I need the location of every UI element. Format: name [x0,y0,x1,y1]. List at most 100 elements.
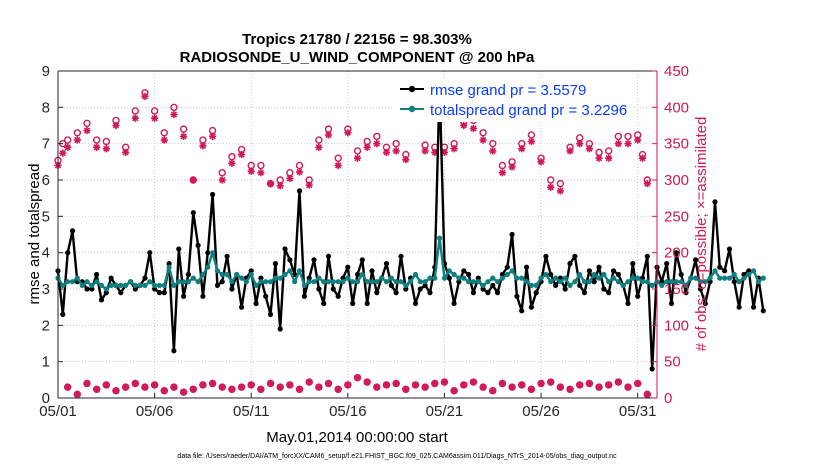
totalspread-point [210,250,216,256]
obs-star-stroke [431,380,438,387]
obs-star-stroke [74,391,81,398]
obs-assimilated-point [315,383,323,391]
obs-star-stroke [257,169,265,176]
totalspread-point [383,279,390,285]
obs-star-stroke [209,133,216,140]
totalspread-point [606,279,612,285]
rmse-point [567,261,573,267]
obs-assimilated-point [257,169,265,177]
obs-assimilated-point [595,154,603,162]
obs-assimilated-point [324,379,333,388]
obs-star-stroke [122,383,129,391]
obs-assimilated-point [556,383,564,391]
x-tick-label: 05/31 [619,403,657,420]
totalspread-point [712,268,718,274]
totalspread-point [190,275,196,281]
rmse-point [446,275,452,281]
y2-axis-label: # of obs: o=possible; ×=assimilated [693,117,710,352]
totalspread-point [335,279,341,285]
obs-assimilated-point [489,147,497,155]
totalspread-point [673,279,679,285]
obs-star-stroke [141,383,149,391]
rmse-point [248,268,254,274]
obs-star-stroke [83,380,91,387]
rmse-point [94,271,100,278]
obs-possible-point [479,129,487,137]
obs-star-stroke [644,180,651,187]
totalspread-point [234,271,240,278]
totalspread-point [741,275,747,281]
totalspread-point [364,279,370,285]
totalspread-point [668,279,675,285]
totalspread-point [528,282,535,288]
obs-star-stroke [518,381,525,389]
obs-assimilated-point [112,121,120,130]
totalspread-point [620,282,626,288]
totalspread-point [466,279,472,285]
obs-assimilated-point [93,385,101,393]
obs-assimilated-point [469,124,478,133]
rmse-point [195,242,201,248]
obs-star-stroke [83,127,91,134]
obs-star-stroke [470,378,477,386]
rmse-point [760,308,766,314]
y2-tick-label: 250 [664,208,689,225]
obs-possible-point [131,107,139,115]
obs-star-stroke [286,381,294,389]
obs-star-stroke [228,386,236,393]
obs-star-stroke [238,151,245,158]
obs-assimilated-point [276,383,284,391]
x-tick-label: 05/01 [39,403,77,420]
rmse-point [321,300,327,307]
totalspread-point [490,275,496,281]
obs-assimilated-point [421,383,429,391]
y-tick-label: 7 [42,136,50,153]
obs-star-stroke [354,374,361,381]
totalspread-point [89,282,95,288]
rmse-point [258,275,264,281]
totalspread-point [350,279,356,285]
obs-star-stroke [615,378,622,386]
obs-assimilated-point [102,381,110,389]
obs-star-stroke [267,180,274,187]
y-tick-label: 0 [42,390,50,407]
totalspread-point [306,279,312,285]
totalspread-point [437,235,443,241]
totalspread-point [137,282,143,288]
y2-tick-label: 450 [664,63,689,80]
obs-assimilated-point [247,381,255,389]
obs-assimilated-point [179,132,188,140]
rmse-point [678,271,684,278]
obs-possible-point [315,136,323,144]
totalspread-point [509,268,515,274]
rmse-point [606,290,612,296]
obs-star-stroke [605,381,612,389]
rmse-point [190,210,196,216]
totalspread-point [572,279,578,285]
rmse-point [272,261,278,267]
rmse-point [514,293,520,299]
obs-star-stroke [566,386,574,393]
obs-star-stroke [537,158,545,165]
obs-assimilated-point [382,148,391,156]
obs-assimilated-point [402,156,410,164]
rmse-point [267,311,274,317]
totalspread-point [321,279,327,285]
obs-star-stroke [344,381,351,389]
totalspread-point [408,279,414,285]
rmse-point [504,264,510,270]
obs-assimilated-point [247,167,255,175]
obs-star-stroke [470,125,477,132]
rmse-point [601,286,607,292]
obs-assimilated-point [479,136,487,144]
totalspread-point [171,282,177,288]
obs-star-stroke [238,383,245,391]
obs-assimilated-point [605,154,613,162]
obs-star-stroke [576,381,583,389]
rmse-point [427,290,433,296]
obs-assimilated-point [83,379,91,388]
rmse-point [712,199,718,205]
obs-possible-point [353,147,362,155]
obs-assimilated-point [392,147,400,155]
obs-star-stroke [499,380,506,387]
